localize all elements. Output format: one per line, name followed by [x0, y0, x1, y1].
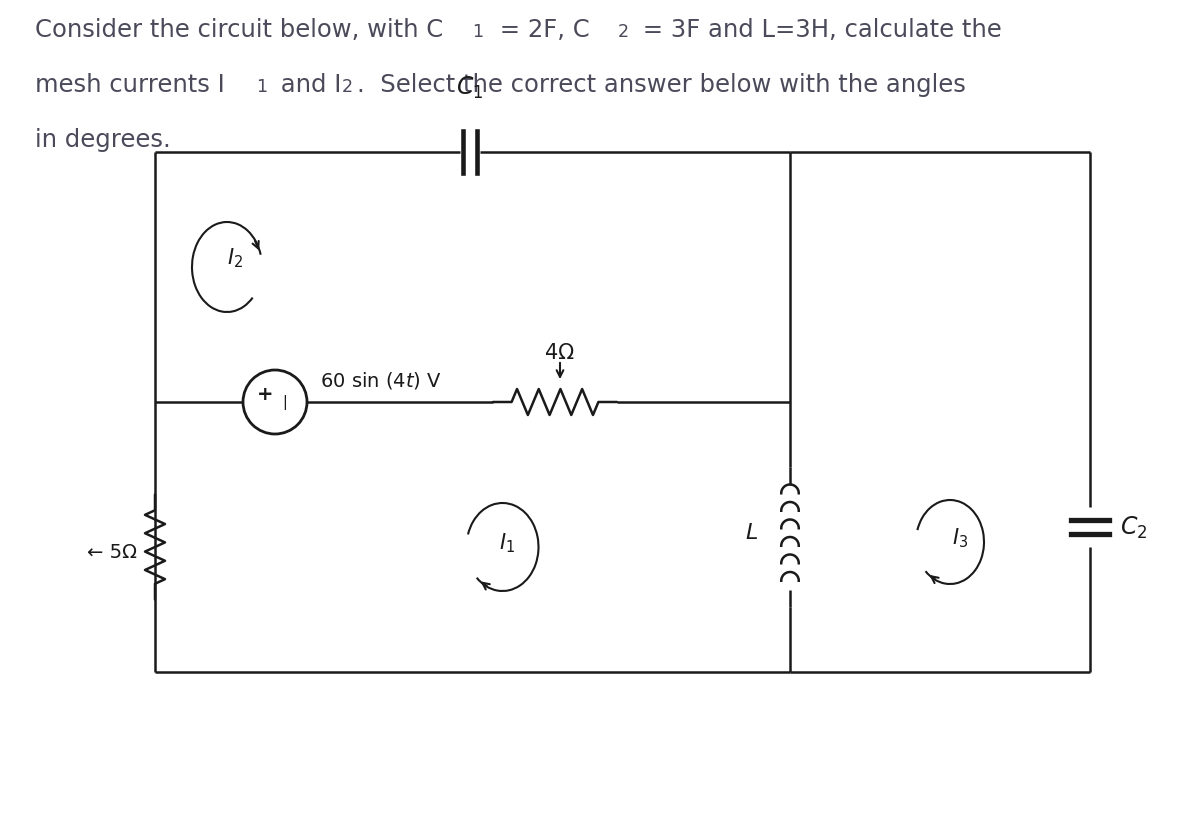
Text: $L$: $L$ — [745, 523, 758, 543]
Text: Consider the circuit below, with C: Consider the circuit below, with C — [35, 18, 443, 42]
Text: = 3F and L=3H, calculate the: = 3F and L=3H, calculate the — [635, 18, 1002, 42]
Text: $C_2$: $C_2$ — [1120, 514, 1147, 541]
Text: 60 sin (4$t$) V: 60 sin (4$t$) V — [320, 370, 442, 391]
Text: ❘: ❘ — [278, 395, 292, 410]
Text: and I: and I — [274, 73, 341, 97]
Text: in degrees.: in degrees. — [35, 128, 170, 152]
Text: .  Select the correct answer below with the angles: . Select the correct answer below with t… — [358, 73, 966, 97]
Text: 2: 2 — [342, 78, 353, 96]
Text: $I_3$: $I_3$ — [952, 526, 968, 549]
Text: $C_1$: $C_1$ — [456, 74, 484, 101]
Text: 2: 2 — [618, 23, 629, 41]
Text: = 2F, C: = 2F, C — [492, 18, 589, 42]
Text: 1: 1 — [472, 23, 484, 41]
Text: $I_2$: $I_2$ — [227, 246, 244, 270]
Text: ← 5Ω: ← 5Ω — [88, 543, 137, 562]
Text: mesh currents I: mesh currents I — [35, 73, 224, 97]
Text: 4Ω: 4Ω — [546, 342, 575, 362]
Text: 1: 1 — [256, 78, 268, 96]
Text: $I_1$: $I_1$ — [499, 531, 516, 554]
Text: +: + — [257, 385, 274, 404]
